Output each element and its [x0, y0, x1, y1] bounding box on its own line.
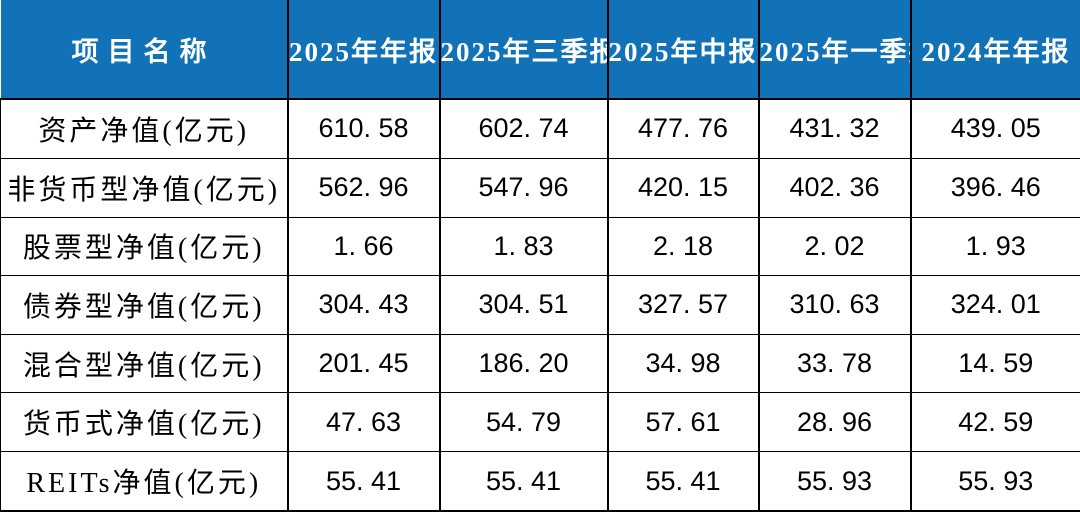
data-cell: 304. 43 — [286, 275, 440, 335]
data-cell: 33. 78 — [757, 334, 911, 394]
row-label: 非货币型净值(亿元) — [0, 158, 288, 218]
data-cell: 1. 93 — [909, 217, 1080, 277]
data-cell: 610. 58 — [286, 99, 440, 159]
col-header-2025-q3: 2025年三季报 — [438, 0, 608, 100]
data-cell: 55. 41 — [438, 451, 608, 512]
data-cell: 14. 59 — [909, 334, 1080, 394]
table-row-bond-nav: 债券型净值(亿元) 304. 43 304. 51 327. 57 310. 6… — [0, 275, 1080, 335]
data-cell: 327. 57 — [606, 275, 759, 335]
data-cell: 57. 61 — [606, 392, 759, 453]
data-cell: 55. 41 — [606, 451, 759, 512]
data-cell: 477. 76 — [606, 99, 759, 159]
data-cell: 304. 51 — [438, 275, 608, 335]
data-cell: 324. 01 — [909, 275, 1080, 335]
data-cell: 201. 45 — [286, 334, 440, 394]
col-header-2025-interim: 2025年中报 — [606, 0, 759, 100]
row-label: 债券型净值(亿元) — [0, 275, 288, 335]
row-label: 货币式净值(亿元) — [0, 392, 288, 453]
row-label: 资产净值(亿元) — [0, 99, 288, 159]
col-header-item-name: 项目名称 — [0, 0, 288, 100]
data-cell: 310. 63 — [757, 275, 911, 335]
col-header-2025-q1: 2025年一季报 — [757, 0, 911, 100]
col-header-2025-annual: 2025年年报 — [286, 0, 440, 100]
data-cell: 55. 41 — [286, 451, 440, 512]
data-cell: 602. 74 — [438, 99, 608, 159]
data-cell: 547. 96 — [438, 158, 608, 218]
header-row: 项目名称 2025年年报 2025年三季报 2025年中报 2025年一季报 2… — [0, 0, 1080, 100]
data-cell: 1. 66 — [286, 217, 440, 277]
data-cell: 431. 32 — [757, 99, 911, 159]
data-cell: 54. 79 — [438, 392, 608, 453]
data-cell: 34. 98 — [606, 334, 759, 394]
table-row-hybrid-nav: 混合型净值(亿元) 201. 45 186. 20 34. 98 33. 78 … — [0, 334, 1080, 394]
data-cell: 55. 93 — [909, 451, 1080, 512]
data-cell: 2. 18 — [606, 217, 759, 277]
data-cell: 420. 15 — [606, 158, 759, 218]
row-label: 混合型净值(亿元) — [0, 334, 288, 394]
data-cell: 2. 02 — [757, 217, 911, 277]
data-cell: 439. 05 — [909, 99, 1080, 159]
table-row-money-nav: 货币式净值(亿元) 47. 63 54. 79 57. 61 28. 96 42… — [0, 392, 1080, 453]
table-row-equity-nav: 股票型净值(亿元) 1. 66 1. 83 2. 18 2. 02 1. 93 — [0, 217, 1080, 277]
data-cell: 42. 59 — [909, 392, 1080, 453]
data-cell: 402. 36 — [757, 158, 911, 218]
data-cell: 28. 96 — [757, 392, 911, 453]
row-label: 股票型净值(亿元) — [0, 217, 288, 277]
data-cell: 47. 63 — [286, 392, 440, 453]
col-header-2024-annual: 2024年年报 — [909, 0, 1080, 100]
row-label: REITs净值(亿元) — [0, 451, 288, 512]
table-row-total-nav: 资产净值(亿元) 610. 58 602. 74 477. 76 431. 32… — [0, 99, 1080, 159]
table-row-reits-nav: REITs净值(亿元) 55. 41 55. 41 55. 41 55. 93 … — [0, 451, 1080, 512]
data-cell: 562. 96 — [286, 158, 440, 218]
table-row-non-money-nav: 非货币型净值(亿元) 562. 96 547. 96 420. 15 402. … — [0, 158, 1080, 218]
data-cell: 1. 83 — [438, 217, 608, 277]
data-cell: 186. 20 — [438, 334, 608, 394]
data-cell: 396. 46 — [909, 158, 1080, 218]
data-cell: 55. 93 — [757, 451, 911, 512]
